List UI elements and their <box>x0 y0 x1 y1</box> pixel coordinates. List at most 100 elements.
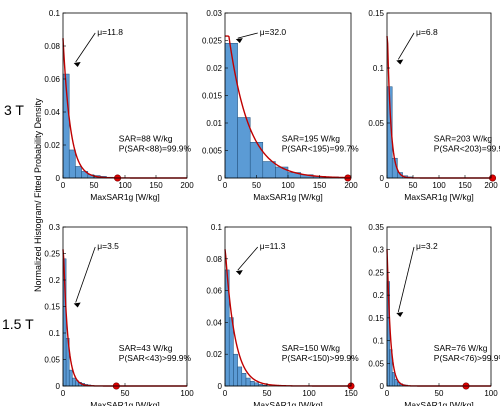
histogram-bar <box>262 161 276 179</box>
y-tick-label: 0 <box>380 174 385 183</box>
mu-arrow-line <box>397 246 415 313</box>
y-tick-label: 0.15 <box>44 303 60 312</box>
sar-annotation-line: SAR=76 W/kg <box>434 343 488 353</box>
y-tick-label: 0.1 <box>49 329 61 338</box>
histogram-bar <box>249 380 255 387</box>
histogram-bar <box>68 149 76 179</box>
histogram-bar <box>241 373 247 387</box>
y-tick-label: 0.15 <box>368 9 384 18</box>
histogram-bar <box>275 166 289 179</box>
mu-label: μ=3.2 <box>416 241 438 251</box>
y-tick-label: 0.3 <box>49 223 61 232</box>
y-tick-label: 0.005 <box>202 147 223 156</box>
y-tick-label: 0 <box>56 382 61 391</box>
histogram-bar <box>68 369 73 387</box>
y-tick-label: 0.015 <box>202 92 223 101</box>
y-tick-label: 0.06 <box>44 75 60 84</box>
x-tick-label: 50 <box>90 181 99 190</box>
mu-arrow-line <box>237 246 259 271</box>
mu-arrowhead <box>235 38 243 44</box>
x-tick-label: 50 <box>435 389 444 398</box>
x-tick-label: 200 <box>344 181 358 190</box>
y-tick-label: 0.04 <box>44 108 60 117</box>
x-tick-label: 50 <box>252 181 261 190</box>
sar-annotation-line: SAR=43 W/kg <box>119 343 173 353</box>
x-tick-label: 50 <box>263 389 272 398</box>
panel-1: 0 50 100 150 200 0 0.02 0.04 0.06 0.08 0.1 MaxSAR1g… <box>44 9 194 202</box>
x-axis-label: MaxSAR1g [W/kg] <box>253 192 322 202</box>
y-tick-label: 0.15 <box>368 314 384 323</box>
y-tick-label: 0.1 <box>49 9 61 18</box>
histogram-bar <box>245 377 251 387</box>
y-tick-label: 0.2 <box>373 291 385 300</box>
axes-frame <box>224 226 352 387</box>
x-axis-label: MaxSAR1g [W/kg] <box>90 192 159 202</box>
mu-label: μ=6.8 <box>416 27 438 37</box>
mu-arrow-line <box>75 32 96 63</box>
sar-annotation-line: P(SAR<43)>99.9% <box>119 353 192 363</box>
sar-annotation-line: P(SAR<76)>99.9% <box>434 353 500 363</box>
x-tick-label: 200 <box>180 181 194 190</box>
panel-6: 0 50 100 0 0.05 0.1 0.15 0.2 0.25 0.3 0.35 MaxSAR1g… <box>368 223 500 406</box>
y-tick-label: 0.35 <box>368 223 384 232</box>
mu-arrowhead <box>396 59 404 65</box>
y-tick-label: 0.25 <box>44 250 60 259</box>
histogram-bar <box>237 117 251 179</box>
y-tick-label: 0.08 <box>44 42 60 51</box>
x-tick-label: 0 <box>385 389 390 398</box>
x-tick-label: 100 <box>281 181 295 190</box>
mu-arrowhead <box>73 61 81 67</box>
histogram-bar <box>233 353 238 387</box>
x-tick-label: 200 <box>484 181 498 190</box>
y-tick-label: 0.02 <box>44 141 60 150</box>
y-tick-label: 0.3 <box>373 246 385 255</box>
mu-arrowhead <box>73 302 81 308</box>
plot-area <box>225 227 351 386</box>
x-tick-label: 0 <box>223 389 228 398</box>
mu-arrow-line <box>75 246 96 303</box>
y-tick-label: 0 <box>380 382 385 391</box>
sar-annotation-line: P(SAR<150)>99.9% <box>282 353 359 363</box>
y-tick-label: 0.04 <box>206 318 222 327</box>
panel-2: 0 50 100 150 200 0 0.005 0.01 0.015 0.02 0.025 0.03… <box>202 9 359 202</box>
x-tick-label: 150 <box>344 389 358 398</box>
y-tick-label: 0.1 <box>373 64 385 73</box>
panel-4: 0 50 100 0 0.05 0.1 0.15 0.2 0.25 0.3 MaxSAR1g [W/… <box>44 223 194 406</box>
x-tick-label: 100 <box>118 181 132 190</box>
y-tick-label: 0.1 <box>211 223 223 232</box>
mu-label: μ=11.3 <box>260 241 286 251</box>
plot-area <box>387 227 491 386</box>
y-tick-label: 0.02 <box>206 350 222 359</box>
x-axis-label: MaxSAR1g [W/kg] <box>404 192 473 202</box>
sar-annotation-line: SAR=150 W/kg <box>282 343 341 353</box>
row-label-3t: 3 T <box>4 102 24 118</box>
y-tick-label: 0 <box>56 174 61 183</box>
plot-area <box>63 227 187 386</box>
y-tick-label: 0.03 <box>206 9 222 18</box>
x-tick-label: 50 <box>409 181 418 190</box>
histogram-bar <box>237 366 243 387</box>
x-tick-label: 100 <box>302 389 316 398</box>
x-tick-label: 100 <box>432 181 446 190</box>
x-tick-label: 150 <box>458 181 472 190</box>
sar-annotation-line: P(SAR<203)=99.99% <box>434 144 500 154</box>
x-tick-label: 150 <box>313 181 327 190</box>
plot-area <box>387 13 491 178</box>
mu-label: μ=32.0 <box>260 27 287 37</box>
fit-curve <box>225 35 352 179</box>
sar-annotation-line: SAR=88 W/kg <box>119 134 173 144</box>
sar-annotation-line: P(SAR<88)=99.9% <box>119 144 192 154</box>
x-tick-label: 0 <box>385 181 390 190</box>
x-tick-label: 0 <box>61 181 66 190</box>
histogram-bar <box>72 377 76 387</box>
x-tick-label: 50 <box>121 389 130 398</box>
x-tick-label: 0 <box>223 181 228 190</box>
y-tick-label: 0.025 <box>202 37 223 46</box>
y-tick-label: 0.1 <box>373 337 385 346</box>
y-tick-label: 0.25 <box>368 268 384 277</box>
y-tick-label: 0.06 <box>206 287 222 296</box>
mu-arrowhead <box>235 270 243 276</box>
histogram-bar <box>75 166 82 179</box>
y-tick-label: 0.05 <box>368 119 384 128</box>
